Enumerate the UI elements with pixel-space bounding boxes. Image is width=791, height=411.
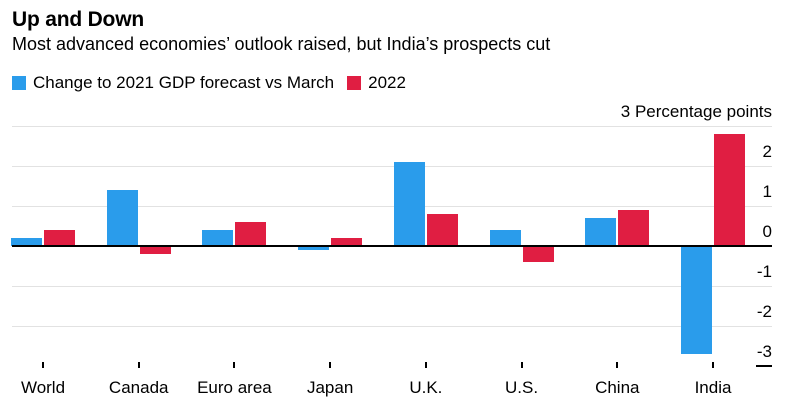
bar-world-2022 — [44, 230, 75, 246]
bar-u-k-change-to-2021-gdp-f — [393, 162, 425, 246]
x-axis-tick-china — [616, 362, 619, 368]
bar-euro-area-change-to-2021-gdp-f — [202, 230, 234, 246]
legend: Change to 2021 GDP forecast vs March 202… — [12, 73, 406, 93]
gridline-y-1 — [12, 205, 772, 207]
bar-china-change-to-2021-gdp-f — [585, 218, 617, 246]
x-axis-label-japan: Japan — [306, 378, 354, 397]
x-axis-label-world: World — [20, 378, 66, 397]
x-axis-tick-world — [42, 362, 44, 368]
bar-canada-change-to-2021-gdp-f — [106, 190, 138, 246]
bar-india-change-to-2021-gdp-f — [681, 246, 712, 354]
bar-u-s-2022 — [522, 246, 554, 262]
legend-swatch-blue-icon — [12, 76, 26, 90]
legend-item-2021-forecast: Change to 2021 GDP forecast vs March — [12, 73, 334, 93]
bar-china-2022 — [618, 210, 650, 246]
y-axis-label-2: 2 — [762, 142, 772, 161]
gridline-y--1 — [12, 285, 772, 287]
bar-japan-change-to-2021-gdp-f — [298, 246, 330, 250]
x-axis-tick-euro-area — [233, 362, 236, 368]
y-axis-label--3: -3 — [756, 342, 772, 361]
legend-label-2021-forecast: Change to 2021 GDP forecast vs March — [33, 73, 335, 92]
x-axis-tick-canada — [137, 362, 140, 368]
y-axis-label-1: 1 — [762, 182, 772, 201]
x-axis-tick-u-s — [520, 362, 523, 368]
bar-india-2022 — [714, 134, 745, 246]
axis-tick-dash-y--3 — [756, 365, 772, 367]
bar-japan-2022 — [331, 238, 363, 246]
y-axis-label--2: -2 — [756, 302, 772, 321]
chart-subtitle: Most advanced economies’ outlook raised,… — [12, 34, 551, 54]
x-axis-label-u-k: U.K. — [409, 378, 443, 397]
x-axis-label-euro-area: Euro area — [197, 378, 272, 397]
gridline-y-3 — [12, 125, 772, 127]
x-axis-tick-u-k — [424, 362, 427, 368]
zero-axis-line — [12, 245, 772, 247]
gridline-y--2 — [12, 325, 772, 327]
x-axis-tick-india — [712, 362, 714, 368]
bar-u-s-change-to-2021-gdp-f — [489, 230, 521, 246]
legend-swatch-red-icon — [347, 76, 362, 90]
legend-item-2022: 2022 — [347, 73, 406, 93]
x-axis-tick-japan — [329, 362, 332, 368]
y-axis-label-3: 3 Percentage points — [620, 102, 772, 121]
bar-euro-area-2022 — [235, 222, 267, 246]
bar-world-change-to-2021-gdp-f — [11, 238, 42, 246]
chart-title: Up and Down — [12, 8, 144, 31]
y-axis-label-0: 0 — [762, 222, 772, 241]
x-axis-label-india: India — [694, 378, 732, 397]
bar-canada-2022 — [139, 246, 171, 254]
x-axis-label-canada: Canada — [108, 378, 169, 397]
legend-label-2022: 2022 — [368, 73, 406, 92]
y-axis-label--1: -1 — [756, 262, 772, 281]
x-axis-label-u-s: U.S. — [505, 378, 539, 397]
gridline-y-2 — [12, 165, 772, 167]
bar-u-k-2022 — [426, 214, 458, 246]
x-axis-label-china: China — [595, 378, 640, 397]
